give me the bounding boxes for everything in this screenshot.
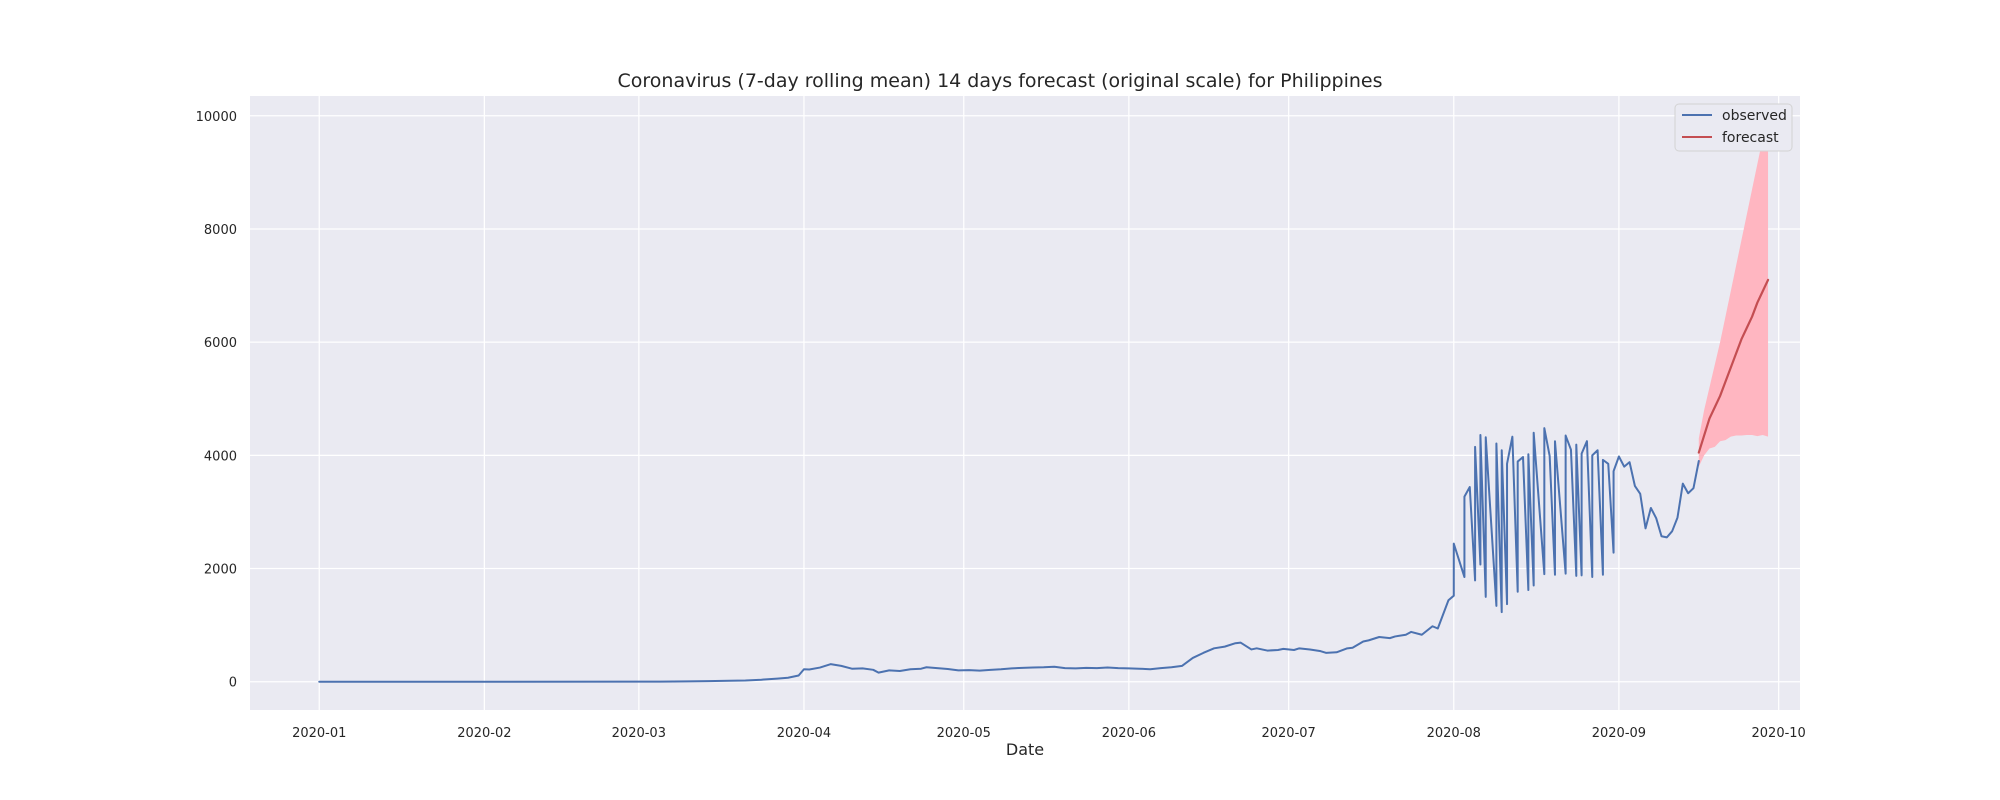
y-tick-label: 8000 bbox=[204, 223, 237, 238]
x-tick-label: 2020-06 bbox=[1102, 726, 1156, 741]
y-tick-label: 4000 bbox=[204, 449, 237, 464]
observed-series-line bbox=[318, 427, 1700, 683]
y-tick-label: 2000 bbox=[204, 563, 237, 578]
x-tick-label: 2020-08 bbox=[1427, 726, 1481, 741]
x-tick-label: 2020-05 bbox=[937, 726, 991, 741]
x-tick-label: 2020-01 bbox=[292, 726, 346, 741]
x-tick-label: 2020-10 bbox=[1752, 726, 1806, 741]
y-tick-label: 6000 bbox=[204, 336, 237, 351]
forecast-confidence-band bbox=[1698, 115, 1769, 467]
x-axis-label: Date bbox=[1006, 740, 1044, 759]
x-tick-label: 2020-09 bbox=[1592, 726, 1646, 741]
series-layer bbox=[318, 278, 1770, 683]
chart-title: Coronavirus (7-day rolling mean) 14 days… bbox=[618, 70, 1383, 92]
x-tick-label: 2020-04 bbox=[777, 726, 831, 741]
y-tick-label: 10000 bbox=[196, 110, 237, 125]
legend-observed-label: observed bbox=[1722, 108, 1787, 124]
legend: observed forecast bbox=[1674, 103, 1793, 152]
grid-layer bbox=[250, 96, 1800, 710]
y-tick-label: 0 bbox=[229, 676, 237, 691]
legend-forecast-label: forecast bbox=[1722, 130, 1779, 146]
tick-layer: 2020-01 2020-02 2020-03 2020-04 2020-05 2020-… bbox=[196, 110, 1806, 741]
x-tick-label: 2020-03 bbox=[612, 726, 666, 741]
x-tick-label: 2020-02 bbox=[457, 726, 511, 741]
confidence-band-layer bbox=[1698, 115, 1769, 467]
plot-area bbox=[250, 96, 1800, 710]
forecast-series-line bbox=[1697, 278, 1770, 454]
x-tick-label: 2020-07 bbox=[1261, 726, 1315, 741]
